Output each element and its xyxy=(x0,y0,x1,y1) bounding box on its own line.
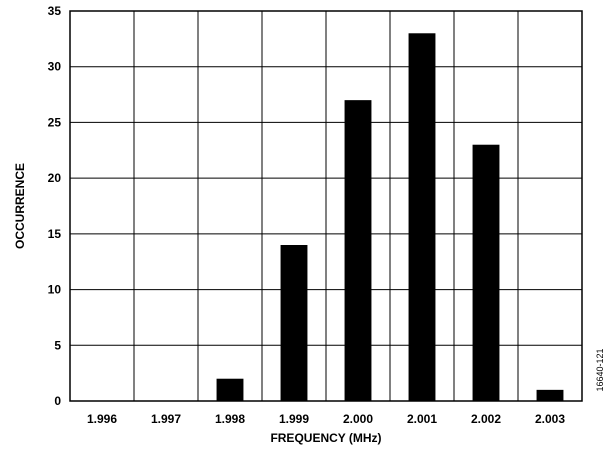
y-tick-label: 35 xyxy=(48,4,62,18)
grid-lines xyxy=(70,11,582,401)
y-tick-label: 15 xyxy=(48,227,62,241)
bar xyxy=(280,245,308,401)
y-tick-label: 0 xyxy=(54,394,61,408)
x-tick-labels: 1.996 1.997 1.998 1.999 2.000 2.001 2.002 2.003 xyxy=(87,412,565,426)
bar xyxy=(536,389,564,401)
x-tick-label: 1.998 xyxy=(215,412,245,426)
bar xyxy=(472,144,500,401)
bar xyxy=(344,100,372,402)
bar xyxy=(408,33,436,402)
y-tick-label: 25 xyxy=(48,115,62,129)
y-tick-label: 20 xyxy=(48,171,62,185)
bars xyxy=(216,33,564,402)
bar xyxy=(216,378,244,401)
y-tick-labels: 0 5 10 15 20 25 30 35 xyxy=(48,4,62,408)
x-tick-label: 1.999 xyxy=(279,412,309,426)
y-axis-title: OCCURRENCE xyxy=(13,163,27,249)
y-tick-label: 5 xyxy=(54,338,61,352)
x-axis-title: FREQUENCY (MHz) xyxy=(270,431,381,445)
y-tick-label: 10 xyxy=(48,283,62,297)
x-tick-label: 2.001 xyxy=(407,412,437,426)
plot-frame xyxy=(69,10,583,402)
figure-id: 16640-121 xyxy=(595,348,605,391)
x-tick-label: 2.002 xyxy=(471,412,501,426)
x-tick-label: 2.000 xyxy=(343,412,373,426)
y-tick-label: 30 xyxy=(48,60,62,74)
x-tick-label: 1.996 xyxy=(87,412,117,426)
x-tick-label: 1.997 xyxy=(151,412,181,426)
x-tick-label: 2.003 xyxy=(535,412,565,426)
